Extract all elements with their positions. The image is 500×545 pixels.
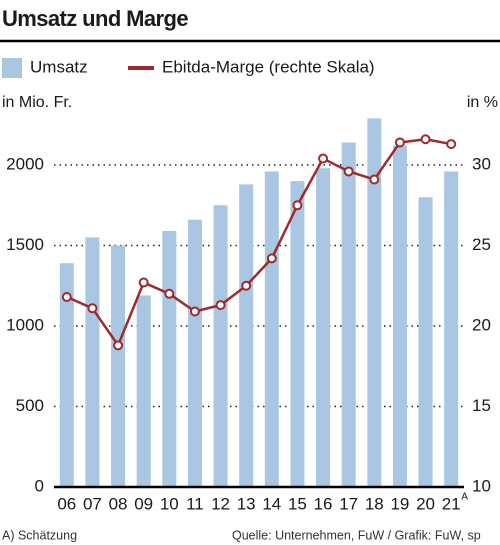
y-tick-label: 2000 (6, 154, 44, 173)
y-tick-label: 1500 (6, 235, 44, 254)
x-tick-superscript: A (461, 492, 468, 503)
x-tick-label: 13 (237, 494, 256, 513)
line-marker (318, 153, 329, 164)
bar (239, 184, 254, 487)
bar (59, 263, 74, 487)
chart-title: Umsatz und Marge (2, 6, 188, 31)
x-tick-label: 16 (314, 494, 333, 513)
line-marker (266, 253, 277, 264)
legend-swatch-bar (2, 58, 22, 78)
x-tick-label: 12 (211, 494, 230, 513)
line-marker (138, 277, 149, 288)
line-marker (61, 292, 72, 303)
line-marker (292, 200, 303, 211)
x-tick-label: 21 (442, 494, 461, 513)
y-tick-label: 0 (35, 476, 44, 495)
line-marker (369, 174, 380, 185)
line-marker (87, 303, 98, 314)
line-marker (241, 280, 252, 291)
line-marker (420, 134, 431, 145)
bar (444, 171, 459, 487)
bar (290, 181, 305, 487)
x-tick-label: 14 (262, 494, 281, 513)
line-marker (215, 300, 226, 311)
line-marker (446, 139, 457, 150)
y2-tick-label: 15 (472, 396, 491, 415)
bar (341, 142, 356, 487)
line (66, 137, 452, 347)
y2-tick-label: 10 (472, 476, 491, 495)
line-marker (394, 137, 405, 148)
y-axis-label: in Mio. Fr. (2, 94, 72, 111)
legend-label: Ebitda-Marge (rechte Skala) (162, 57, 375, 76)
x-tick-label: 11 (186, 494, 204, 513)
source: Quelle: Unternehmen, FuW / Grafik: FuW, … (232, 528, 481, 542)
x-tick-label: 15 (288, 494, 307, 513)
footnote: A) Schätzung (2, 528, 77, 542)
line-marker (189, 306, 200, 317)
legend-label: Umsatz (30, 57, 88, 76)
x-tick-label: 19 (390, 494, 409, 513)
y2-tick-label: 25 (472, 235, 491, 254)
y-tick-label: 500 (16, 396, 44, 415)
bar (392, 145, 407, 487)
bar (162, 231, 177, 487)
bar (264, 171, 279, 487)
bar (316, 168, 331, 487)
bar (187, 219, 202, 488)
x-tick-label: 08 (109, 494, 128, 513)
line-marker (343, 166, 354, 177)
bar (418, 197, 433, 487)
bar (367, 118, 382, 487)
y2-axis-label: in % (467, 94, 498, 111)
x-tick-label: 06 (57, 494, 76, 513)
line-marker (113, 340, 124, 351)
bar (111, 245, 126, 487)
bar (85, 237, 100, 487)
y-tick-label: 1000 (6, 315, 44, 334)
bar (136, 295, 151, 487)
x-tick-label: 09 (134, 494, 153, 513)
bar (213, 205, 228, 487)
x-tick-label: 07 (83, 494, 102, 513)
x-tick-label: 20 (416, 494, 435, 513)
y2-tick-label: 20 (472, 315, 491, 334)
y2-tick-label: 30 (472, 154, 491, 173)
x-tick-label: 10 (160, 494, 179, 513)
x-tick-label: 18 (365, 494, 384, 513)
line-marker (164, 288, 175, 299)
x-tick-label: 17 (339, 494, 358, 513)
